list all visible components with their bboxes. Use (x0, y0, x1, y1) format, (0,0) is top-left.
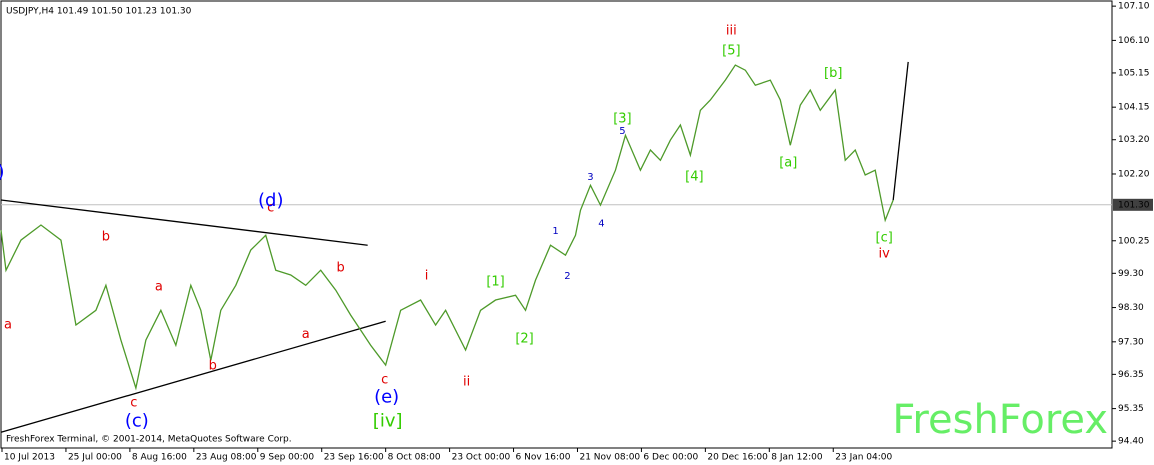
watermark: FreshForex (892, 397, 1108, 443)
last-price-label: 101.30 (1118, 200, 1150, 210)
x-tick-label: 21 Nov 08:00 (579, 453, 640, 463)
wave-label: (d) (258, 190, 283, 211)
x-tick-label: 23 Aug 08:00 (196, 453, 257, 463)
y-tick-label: 104.15 (1118, 103, 1150, 113)
wave-label: [5] (722, 44, 740, 59)
y-tick-label: 106.10 (1118, 36, 1150, 46)
wave-label: b (337, 261, 345, 276)
wave-label: 1 (552, 226, 558, 237)
wave-label: ii (463, 375, 470, 390)
y-tick-label: 95.35 (1118, 404, 1144, 414)
trendline (0, 199, 368, 246)
wave-label: [a] (779, 156, 797, 171)
wave-label: [c] (876, 231, 893, 246)
wave-label: [3] (613, 112, 631, 127)
wave-label: b (102, 230, 110, 245)
wave-label: [2] (515, 332, 533, 347)
wave-label: iv (879, 247, 891, 262)
plot-frame (0, 0, 1113, 449)
y-tick-label: 100.25 (1118, 236, 1150, 246)
y-tick-label: 99.30 (1118, 269, 1144, 279)
footer: FreshForex Terminal, © 2001-2014, MetaQu… (6, 435, 292, 445)
wave-label: 2 (564, 271, 570, 282)
x-tick-label: 23 Jan 04:00 (835, 453, 892, 463)
chart-header: USDJPY,H4 101.49 101.50 101.23 101.30 (6, 7, 192, 17)
wave-label: c (130, 396, 137, 411)
price-line (892, 61, 909, 201)
wave-label: [b] (824, 66, 842, 81)
wave-label: a (4, 318, 12, 333)
price-line (0, 64, 894, 391)
x-tick-label: 8 Jan 12:00 (771, 453, 823, 463)
x-tick-label: 23 Sep 16:00 (324, 453, 384, 463)
y-tick-label: 98.30 (1118, 303, 1144, 313)
y-tick-label: 96.35 (1118, 370, 1144, 380)
wave-label: [4] (685, 170, 703, 185)
wave-label: 5 (619, 126, 625, 137)
y-tick-label: 103.20 (1118, 135, 1150, 145)
x-tick-label: 20 Dec 16:00 (707, 453, 768, 463)
x-tick-label: 8 Oct 08:00 (388, 453, 441, 463)
x-tick-label: 25 Jul 00:00 (68, 453, 122, 463)
wave-label: a (302, 327, 310, 342)
x-tick-label: 6 Nov 16:00 (516, 453, 571, 463)
y-tick-label: 94.40 (1118, 437, 1144, 447)
wave-label: ) (0, 161, 5, 182)
y-tick-label: 97.30 (1118, 337, 1144, 347)
y-tick-label: 105.15 (1118, 68, 1150, 78)
wave-label: iii (726, 24, 737, 39)
x-tick-label: 10 Jul 2013 (4, 453, 55, 463)
x-tick-label: 6 Dec 00:00 (643, 453, 698, 463)
wave-label: 4 (598, 218, 604, 229)
wave-label: [iv] (373, 410, 403, 431)
x-tick-label: 9 Sep 00:00 (260, 453, 315, 463)
y-tick-label: 107.10 (1118, 2, 1150, 12)
wave-label: a (155, 280, 163, 295)
wave-label: c (381, 373, 388, 388)
wave-label: 3 (587, 172, 593, 183)
wave-label: b (209, 359, 217, 374)
trendline (0, 320, 386, 433)
y-tick-label: 102.20 (1118, 169, 1150, 179)
x-tick-label: 8 Aug 16:00 (132, 453, 187, 463)
wave-label: [1] (486, 275, 504, 290)
last-price-box (1113, 198, 1153, 211)
wave-label: (e) (374, 386, 399, 407)
wave-label: (c) (125, 410, 149, 431)
wave-label: c (267, 201, 274, 216)
x-tick-label: 23 Oct 00:00 (452, 453, 511, 463)
wave-label: i (425, 269, 429, 284)
